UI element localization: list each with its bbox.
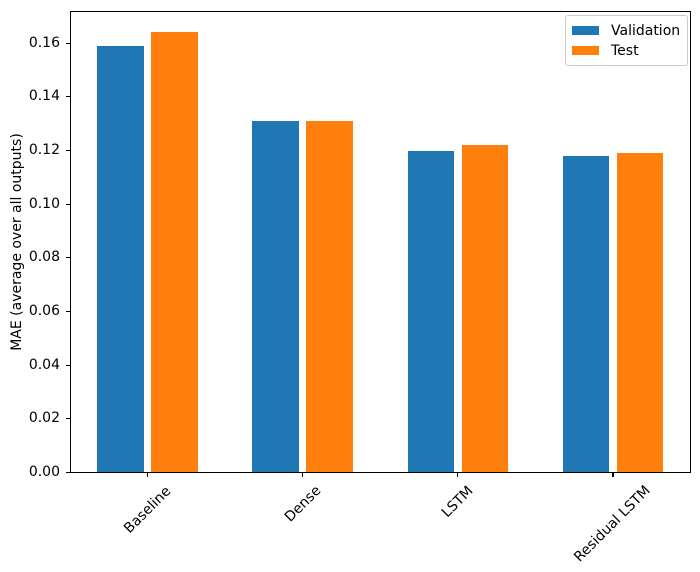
legend-label-test: Test: [611, 42, 639, 59]
y-tick-mark: [66, 203, 70, 205]
x-tick-label-residual-lstm: Residual LSTM: [571, 483, 655, 566]
legend-item-validation: Validation: [572, 21, 680, 40]
x-tick-label-lstm: LSTM: [439, 482, 477, 521]
x-tick-mark: [457, 473, 459, 477]
bar-test-dense: [306, 121, 353, 472]
y-tick-mark: [66, 310, 70, 313]
legend: Validation Test: [565, 15, 689, 66]
y-tick-label: 0.00: [28, 464, 60, 480]
y-tick-label: 0.12: [28, 142, 60, 159]
legend-label-validation: Validation: [611, 22, 681, 39]
y-tick-mark: [66, 471, 70, 474]
y-tick-mark: [66, 149, 70, 152]
bar-validation-residual-lstm: [562, 155, 610, 472]
y-tick-mark: [66, 42, 70, 44]
x-tick-mark: [302, 473, 304, 477]
y-tick-label: 0.04: [28, 356, 60, 373]
y-tick-mark: [66, 364, 70, 366]
legend-swatch-validation: [572, 25, 599, 36]
bar-validation-lstm: [407, 150, 455, 472]
bar-test-residual-lstm: [616, 153, 664, 472]
x-tick-mark: [146, 473, 149, 477]
y-tick-label: 0.10: [28, 195, 60, 212]
legend-item-test: Test: [572, 41, 680, 60]
y-tick-mark: [66, 257, 70, 259]
x-tick-label-dense: Dense: [281, 482, 325, 526]
y-tick-mark: [66, 418, 70, 420]
y-tick-label: 0.02: [28, 410, 60, 427]
y-tick-label: 0.08: [28, 249, 60, 266]
legend-swatch-test: [572, 45, 599, 56]
bar-validation-dense: [252, 121, 299, 472]
y-tick-label: 0.06: [28, 303, 60, 319]
y-tick-label: 0.14: [28, 88, 60, 105]
y-tick-label: 0.16: [28, 34, 60, 51]
x-tick-mark: [612, 473, 614, 477]
x-tick-label-baseline: Baseline: [121, 482, 175, 537]
bar-test-baseline: [151, 32, 198, 472]
y-tick-mark: [66, 96, 70, 98]
bar-test-lstm: [461, 145, 509, 472]
bar-validation-baseline: [97, 45, 144, 472]
